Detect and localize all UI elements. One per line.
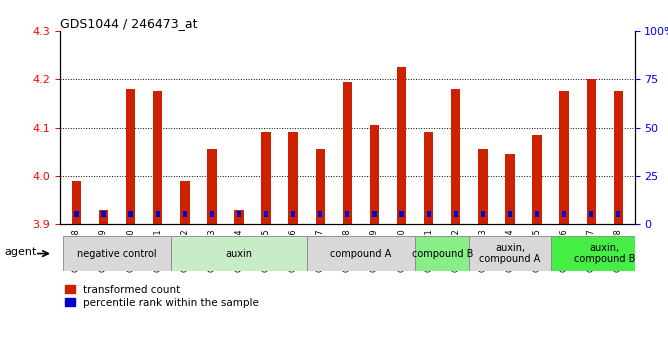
Bar — [264, 211, 268, 217]
Bar — [345, 211, 349, 217]
Bar — [289, 132, 298, 224]
Bar — [180, 181, 190, 224]
Bar — [616, 211, 621, 217]
Text: auxin: auxin — [226, 249, 253, 258]
Bar — [587, 79, 596, 224]
Text: compound B: compound B — [411, 249, 473, 258]
Bar — [307, 236, 415, 271]
Bar — [210, 211, 214, 217]
Bar — [372, 211, 377, 217]
Bar — [535, 211, 539, 217]
Bar — [508, 211, 512, 217]
Bar — [128, 211, 133, 217]
Bar — [399, 211, 403, 217]
Bar — [454, 211, 458, 217]
Bar — [589, 211, 593, 217]
Bar — [424, 132, 434, 224]
Bar — [505, 154, 514, 224]
Bar — [261, 132, 271, 224]
Bar — [171, 236, 307, 271]
Bar — [126, 89, 136, 224]
Bar — [481, 211, 485, 217]
Bar — [71, 181, 81, 224]
Bar — [415, 236, 470, 271]
Bar — [207, 149, 216, 224]
Bar — [63, 236, 171, 271]
Bar — [369, 125, 379, 224]
Bar — [451, 89, 460, 224]
Bar — [156, 211, 160, 217]
Bar — [153, 91, 162, 224]
Bar — [237, 211, 241, 217]
Bar — [532, 135, 542, 224]
Bar — [99, 210, 108, 224]
Text: compound A: compound A — [330, 249, 391, 258]
Bar — [478, 149, 488, 224]
Bar — [427, 211, 431, 217]
Text: GDS1044 / 246473_at: GDS1044 / 246473_at — [60, 17, 198, 30]
Text: auxin,
compound A: auxin, compound A — [480, 243, 540, 264]
Text: agent: agent — [5, 247, 37, 257]
Bar — [315, 149, 325, 224]
Bar — [182, 211, 187, 217]
Bar — [234, 210, 244, 224]
Bar — [614, 91, 623, 224]
Bar — [291, 211, 295, 217]
Bar — [397, 67, 406, 224]
Text: auxin,
compound B: auxin, compound B — [574, 243, 635, 264]
Bar — [318, 211, 323, 217]
Bar — [550, 236, 659, 271]
Bar — [562, 211, 566, 217]
Legend: transformed count, percentile rank within the sample: transformed count, percentile rank withi… — [65, 285, 259, 308]
Text: negative control: negative control — [77, 249, 157, 258]
Bar — [470, 236, 550, 271]
Bar — [102, 211, 106, 217]
Bar — [559, 91, 569, 224]
Bar — [343, 82, 352, 224]
Bar — [74, 211, 79, 217]
